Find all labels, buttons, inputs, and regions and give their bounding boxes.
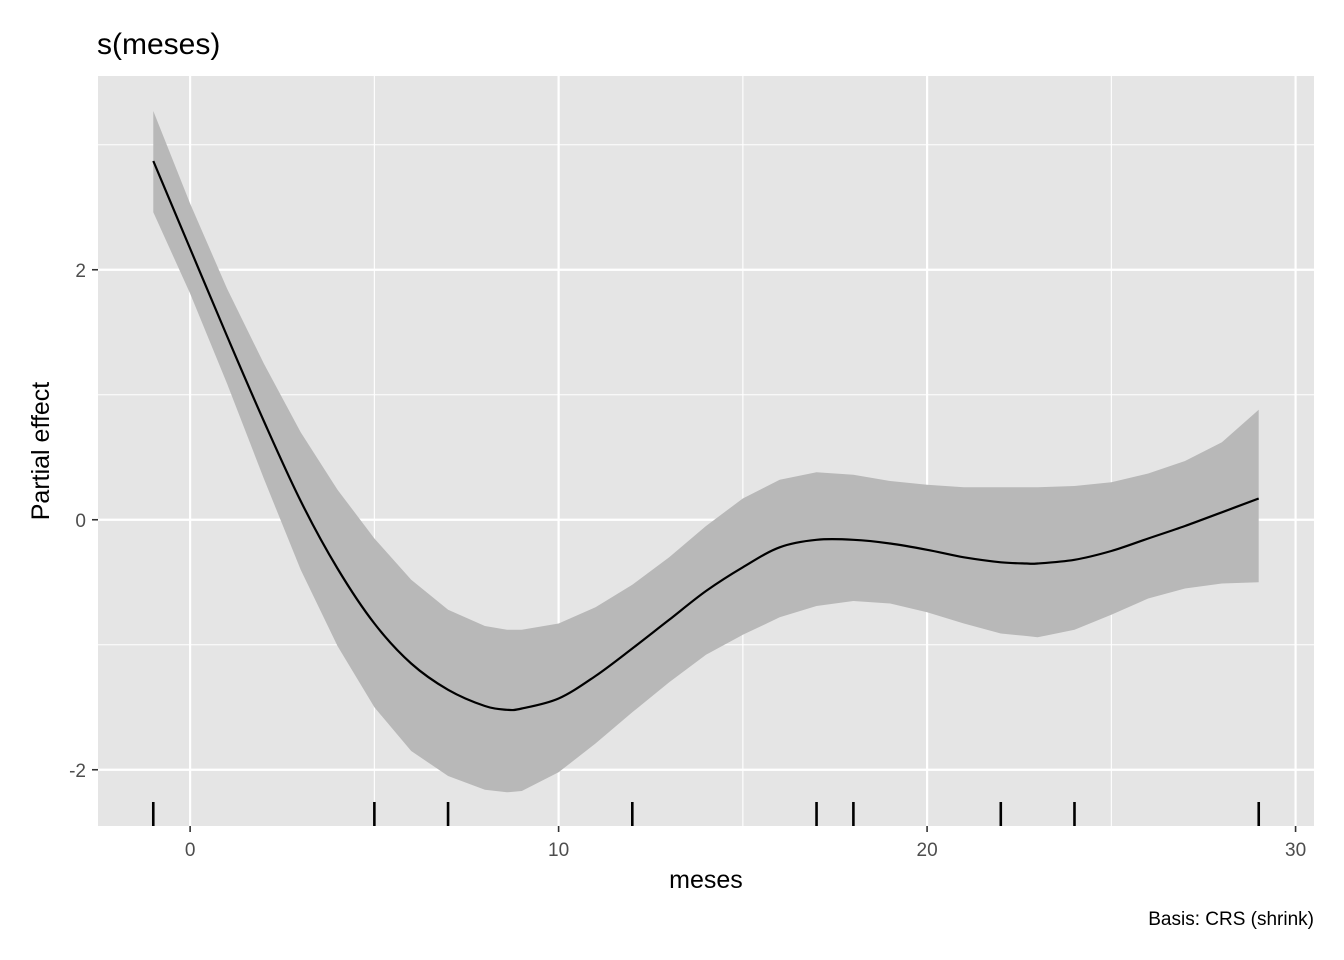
smooth-line (152, 160, 1260, 712)
x-tick-label: 10 (548, 840, 569, 861)
x-tick-label: 30 (1285, 840, 1306, 861)
confidence-band (153, 111, 1259, 793)
rug-marks (151, 802, 1261, 826)
chart-title: s(meses) (97, 28, 220, 61)
x-tick-label: 20 (917, 840, 938, 861)
y-tick-label: -2 (69, 761, 86, 782)
y-axis-title: Partial effect (27, 382, 55, 521)
y-tick-label: 0 (75, 511, 86, 532)
chart-caption: Basis: CRS (shrink) (1148, 909, 1314, 930)
y-axis: -2 0 2 (69, 261, 98, 782)
y-tick-label: 2 (75, 261, 86, 282)
x-axis: 0 10 20 30 (185, 826, 1306, 861)
x-axis-title: meses (669, 866, 743, 894)
x-tick-label: 0 (185, 840, 196, 861)
